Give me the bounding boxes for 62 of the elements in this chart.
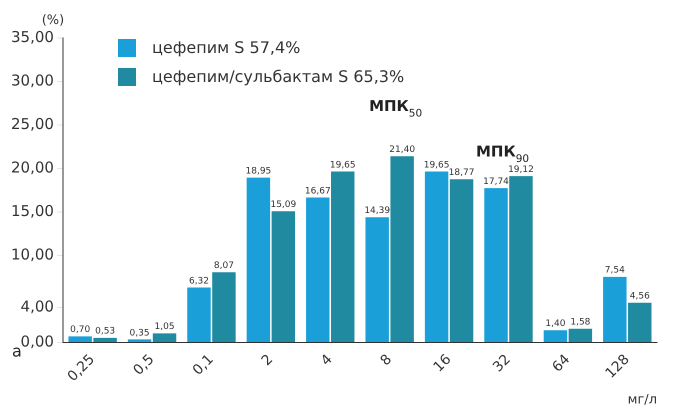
x-tick-label: 8 (377, 352, 396, 370)
data-label: 19,65 (424, 160, 450, 170)
bar (212, 272, 236, 342)
bar (365, 217, 389, 342)
x-tick-label: 32 (490, 352, 514, 376)
y-axis-title: (%) (42, 13, 64, 28)
x-axis-title: мг/л (628, 392, 657, 408)
y-tick-label: 15,00 (10, 202, 54, 220)
text: а (12, 341, 22, 360)
legend-label: цефепим/сульбактам S 65,3% (152, 67, 404, 86)
data-label: 0,70 (70, 325, 90, 336)
data-label: 17,74 (483, 176, 510, 187)
x-tick-label: 0,1 (190, 352, 217, 379)
bar (484, 188, 508, 342)
bar (450, 179, 474, 342)
bar (128, 339, 152, 342)
data-label: 8,07 (214, 261, 234, 272)
data-label: 1,58 (570, 318, 591, 328)
data-label: 18,95 (246, 166, 272, 176)
y-tick-label: 30,00 (10, 71, 54, 90)
y-tick-label: 4,00 (20, 298, 54, 316)
bar (93, 338, 117, 342)
data-label: 0,53 (95, 326, 116, 337)
data-label: 19,65 (330, 160, 356, 170)
bar (390, 156, 414, 342)
bar (628, 302, 652, 342)
bar (331, 172, 354, 342)
x-tick-label: 2 (258, 352, 276, 370)
legend-label: цефепим S 57,4% (152, 38, 300, 57)
data-label: 15,09 (270, 200, 296, 210)
y-tick-label: 35,00 (10, 28, 54, 46)
data-label: 18,77 (448, 168, 474, 178)
bar (509, 176, 533, 342)
bar (272, 211, 296, 342)
bar (306, 197, 330, 342)
x-tick-label: 0,5 (130, 352, 158, 379)
data-label: 6,32 (188, 276, 210, 286)
data-label: 0,35 (130, 328, 150, 338)
data-label: 14,39 (364, 206, 390, 216)
x-tick-label: 128 (602, 352, 633, 382)
data-label: 19,12 (508, 164, 534, 175)
bar (68, 336, 92, 342)
bar (544, 330, 568, 342)
bar (246, 178, 270, 342)
data-label: 1,05 (154, 322, 175, 332)
data-label: 16,67 (304, 186, 331, 196)
data-label: 21,40 (389, 145, 416, 156)
y-tick-label: 0,00 (20, 332, 54, 350)
y-tick-label: 25,00 (10, 114, 54, 133)
data-label: 7,54 (604, 266, 626, 276)
x-tick-label: 4 (318, 351, 336, 370)
y-tick-label: 20,00 (10, 158, 54, 176)
data-label: 1,40 (545, 319, 566, 330)
x-tick-label: 64 (549, 351, 574, 376)
data-label: 4,56 (630, 292, 650, 302)
bar (603, 276, 627, 342)
bar (424, 172, 448, 342)
x-tick-label: 16 (430, 351, 455, 376)
bar (152, 333, 176, 342)
bar (568, 328, 592, 342)
bar (187, 288, 211, 342)
y-tick-label: 10,00 (10, 245, 54, 264)
